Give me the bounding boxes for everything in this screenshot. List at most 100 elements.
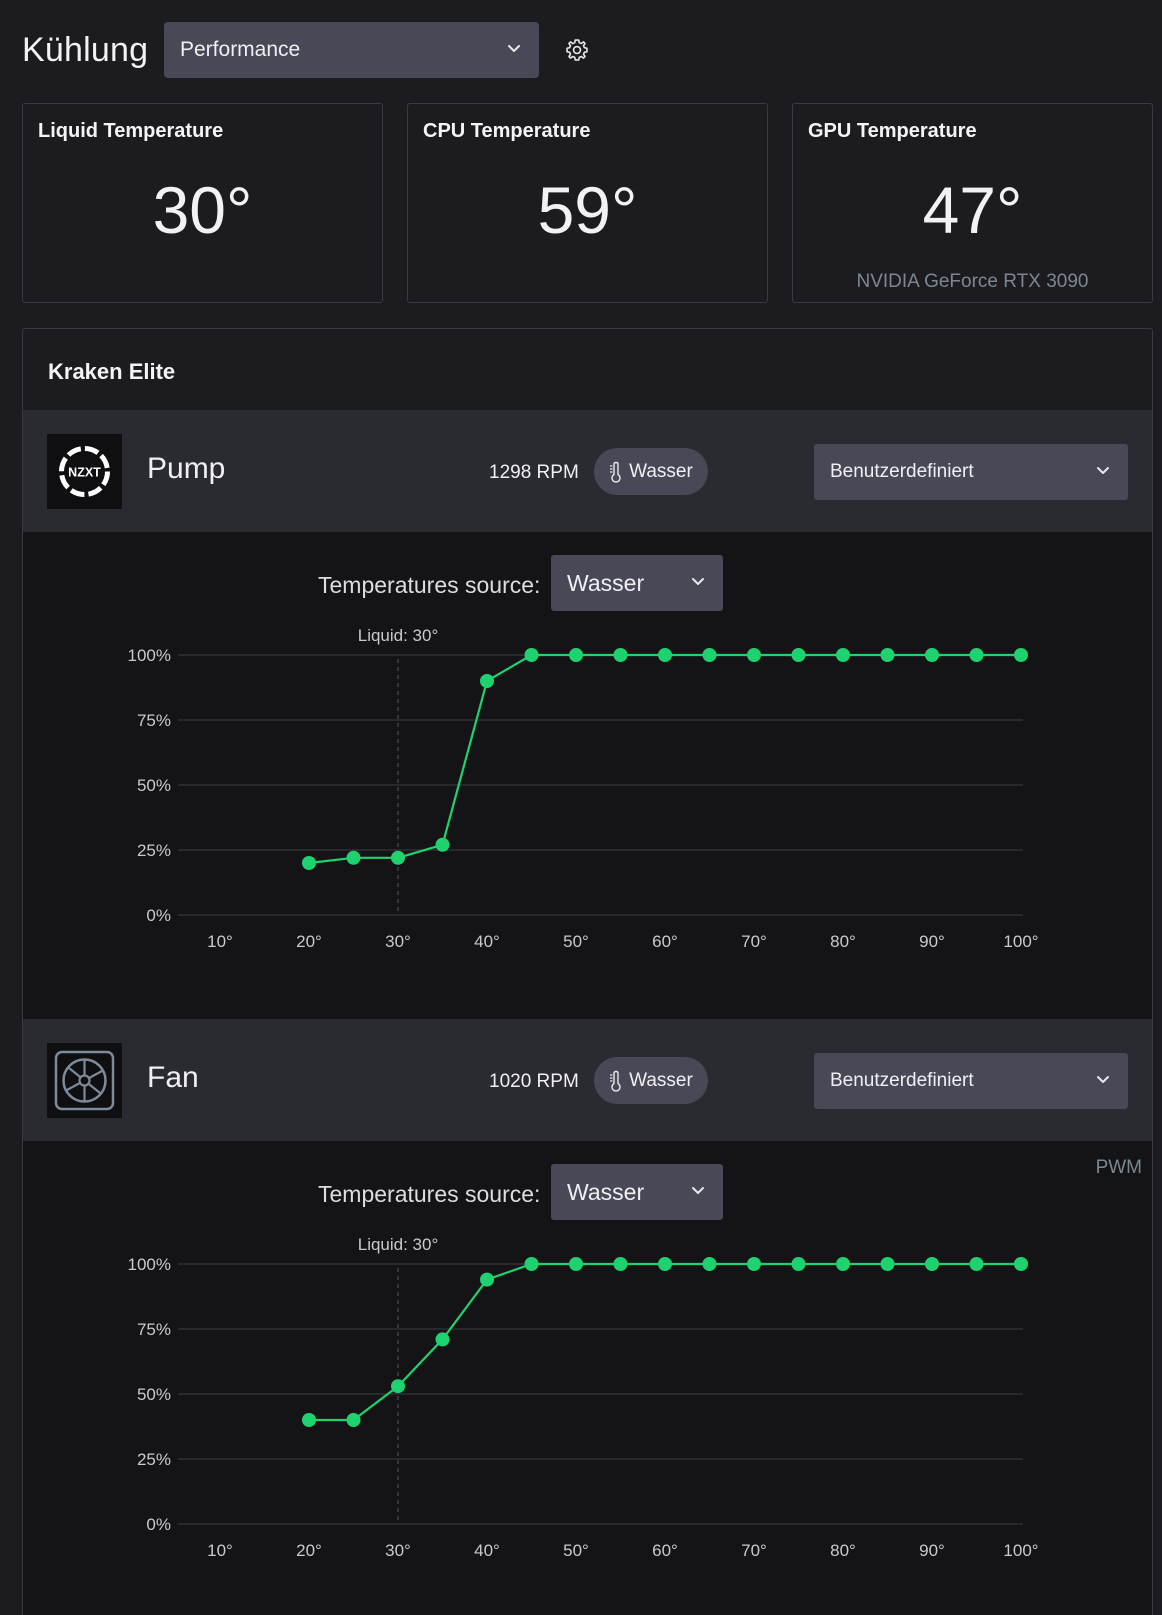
y-tick-label: 25%	[137, 1450, 171, 1469]
curve-point[interactable]	[836, 1257, 850, 1271]
mode-select[interactable]: Performance	[164, 22, 539, 78]
curve-point[interactable]	[346, 850, 361, 865]
nzxt-logo-text: NZXT	[68, 466, 101, 480]
x-tick-label: 40°	[474, 932, 500, 951]
chevron-down-icon	[508, 45, 520, 52]
source-pill[interactable]: Wasser	[594, 448, 708, 495]
curve-point[interactable]	[880, 648, 895, 662]
curve-point[interactable]	[569, 648, 583, 662]
curve-point[interactable]	[925, 1257, 939, 1271]
pump-curve-chart[interactable]: 0% 25% 50% 75% 100% 10° 20° 30° 40° 50° 60° 70° 80° 9…	[23, 617, 1153, 977]
curve-point[interactable]	[480, 674, 494, 688]
panel-title: Kraken Elite	[48, 359, 176, 384]
x-tick-label: 100°	[1003, 932, 1038, 951]
x-tick-label: 50°	[563, 932, 589, 951]
chevron-down-icon	[1097, 1076, 1109, 1083]
source-pill-label: Wasser	[629, 460, 693, 482]
device-name: Fan	[147, 1061, 199, 1094]
profile-select[interactable]: Benutzerdefiniert	[814, 1053, 1128, 1109]
temperature-source-select[interactable]: Wasser	[551, 555, 723, 611]
x-tick-label: 90°	[919, 1541, 945, 1560]
x-tick-label: 90°	[919, 932, 945, 951]
curve-point[interactable]	[613, 1257, 628, 1271]
temperature-source-label: Temperatures source:	[318, 572, 541, 598]
liquid-marker-label: Liquid: 30°	[358, 626, 439, 645]
device-panel: Kraken Elite NZXT Pump 1298 RPM Wasser	[22, 328, 1153, 1615]
x-tick-label: 70°	[741, 932, 767, 951]
profile-select-value: Benutzerdefiniert	[830, 1070, 974, 1091]
curve-point[interactable]	[791, 648, 806, 662]
gpu-name: NVIDIA GeForce RTX 3090	[856, 271, 1089, 292]
pump-chart-area: Temperatures source: Wasser 0% 25% 50% 75% 1…	[23, 532, 1153, 1019]
curve-point[interactable]	[524, 648, 539, 662]
curve-line	[308, 653, 1021, 865]
fan-chart-area: PWM Temperatures source: Wasser 0% 25% 50%…	[23, 1141, 1153, 1615]
fan-icon	[47, 1043, 122, 1118]
x-tick-label: 40°	[474, 1541, 500, 1560]
fan-curve-chart[interactable]: 0% 25% 50% 75% 100% 10° 20° 30° 40° 50° 60° 70° 80° 9…	[23, 1226, 1153, 1586]
y-tick-label: 100%	[128, 646, 171, 665]
curve-point[interactable]	[702, 1257, 717, 1271]
curve-point[interactable]	[569, 1257, 583, 1271]
card-value: 47°	[922, 173, 1023, 247]
temperature-source-value: Wasser	[567, 1178, 645, 1205]
curve-point[interactable]	[302, 856, 316, 870]
y-tick-label: 75%	[137, 711, 171, 730]
curve-line	[309, 1262, 1021, 1422]
gpu-temperature-card: GPU Temperature 47° NVIDIA GeForce RTX 3…	[792, 103, 1153, 303]
temperature-source-select[interactable]: Wasser	[551, 1164, 723, 1220]
card-title: CPU Temperature	[423, 120, 591, 142]
y-tick-label: 25%	[137, 841, 171, 860]
device-name: Pump	[147, 452, 226, 485]
liquid-marker-label: Liquid: 30°	[358, 1235, 439, 1254]
curve-point[interactable]	[480, 1272, 494, 1287]
y-tick-label: 50%	[137, 1385, 171, 1404]
gear-icon[interactable]	[564, 37, 590, 63]
rpm-readout: 1020 RPM	[489, 1071, 579, 1092]
curve-point[interactable]	[1014, 648, 1028, 662]
source-pill[interactable]: Wasser	[594, 1057, 708, 1104]
curve-point[interactable]	[391, 850, 405, 865]
y-tick-label: 100%	[128, 1255, 171, 1274]
curve-point[interactable]	[969, 648, 984, 662]
curve-point[interactable]	[524, 1257, 539, 1271]
chevron-down-icon	[1097, 467, 1109, 474]
curve-point[interactable]	[880, 1257, 895, 1271]
chevron-down-icon	[692, 578, 704, 585]
card-title: GPU Temperature	[808, 120, 977, 142]
curve-point[interactable]	[969, 1257, 984, 1271]
curve-point[interactable]	[658, 1257, 672, 1271]
curve-point[interactable]	[702, 648, 717, 662]
x-tick-label: 80°	[830, 1541, 856, 1560]
x-tick-label: 50°	[563, 1541, 589, 1560]
curve-point[interactable]	[1014, 1257, 1028, 1271]
curve-point[interactable]	[925, 648, 939, 662]
rpm-readout: 1298 RPM	[489, 462, 579, 483]
curve-point[interactable]	[747, 648, 761, 662]
x-tick-label: 10°	[207, 932, 233, 951]
curve-point[interactable]	[435, 837, 450, 852]
y-tick-label: 0%	[146, 906, 171, 925]
y-tick-label: 75%	[137, 1320, 171, 1339]
y-tick-label: 0%	[146, 1515, 171, 1534]
y-tick-label: 50%	[137, 776, 171, 795]
curve-point[interactable]	[391, 1379, 405, 1394]
curve-point[interactable]	[302, 1413, 316, 1427]
thermometer-icon	[610, 1070, 621, 1092]
curve-point[interactable]	[346, 1413, 361, 1427]
curve-point[interactable]	[658, 648, 672, 662]
page-title: Kühlung	[22, 30, 149, 69]
x-tick-label: 30°	[385, 1541, 411, 1560]
curve-point[interactable]	[613, 648, 628, 662]
curve-point[interactable]	[836, 648, 850, 662]
curve-point[interactable]	[435, 1332, 450, 1347]
curve-point[interactable]	[791, 1257, 806, 1271]
temperature-source-label: Temperatures source:	[318, 1181, 541, 1207]
profile-select[interactable]: Benutzerdefiniert	[814, 444, 1128, 500]
x-tick-label: 100°	[1003, 1541, 1038, 1560]
nzxt-logo-icon: NZXT	[47, 434, 122, 509]
page-header: Kühlung Performance	[22, 22, 588, 78]
curve-point[interactable]	[747, 1257, 761, 1271]
mode-select-value: Performance	[180, 38, 301, 61]
